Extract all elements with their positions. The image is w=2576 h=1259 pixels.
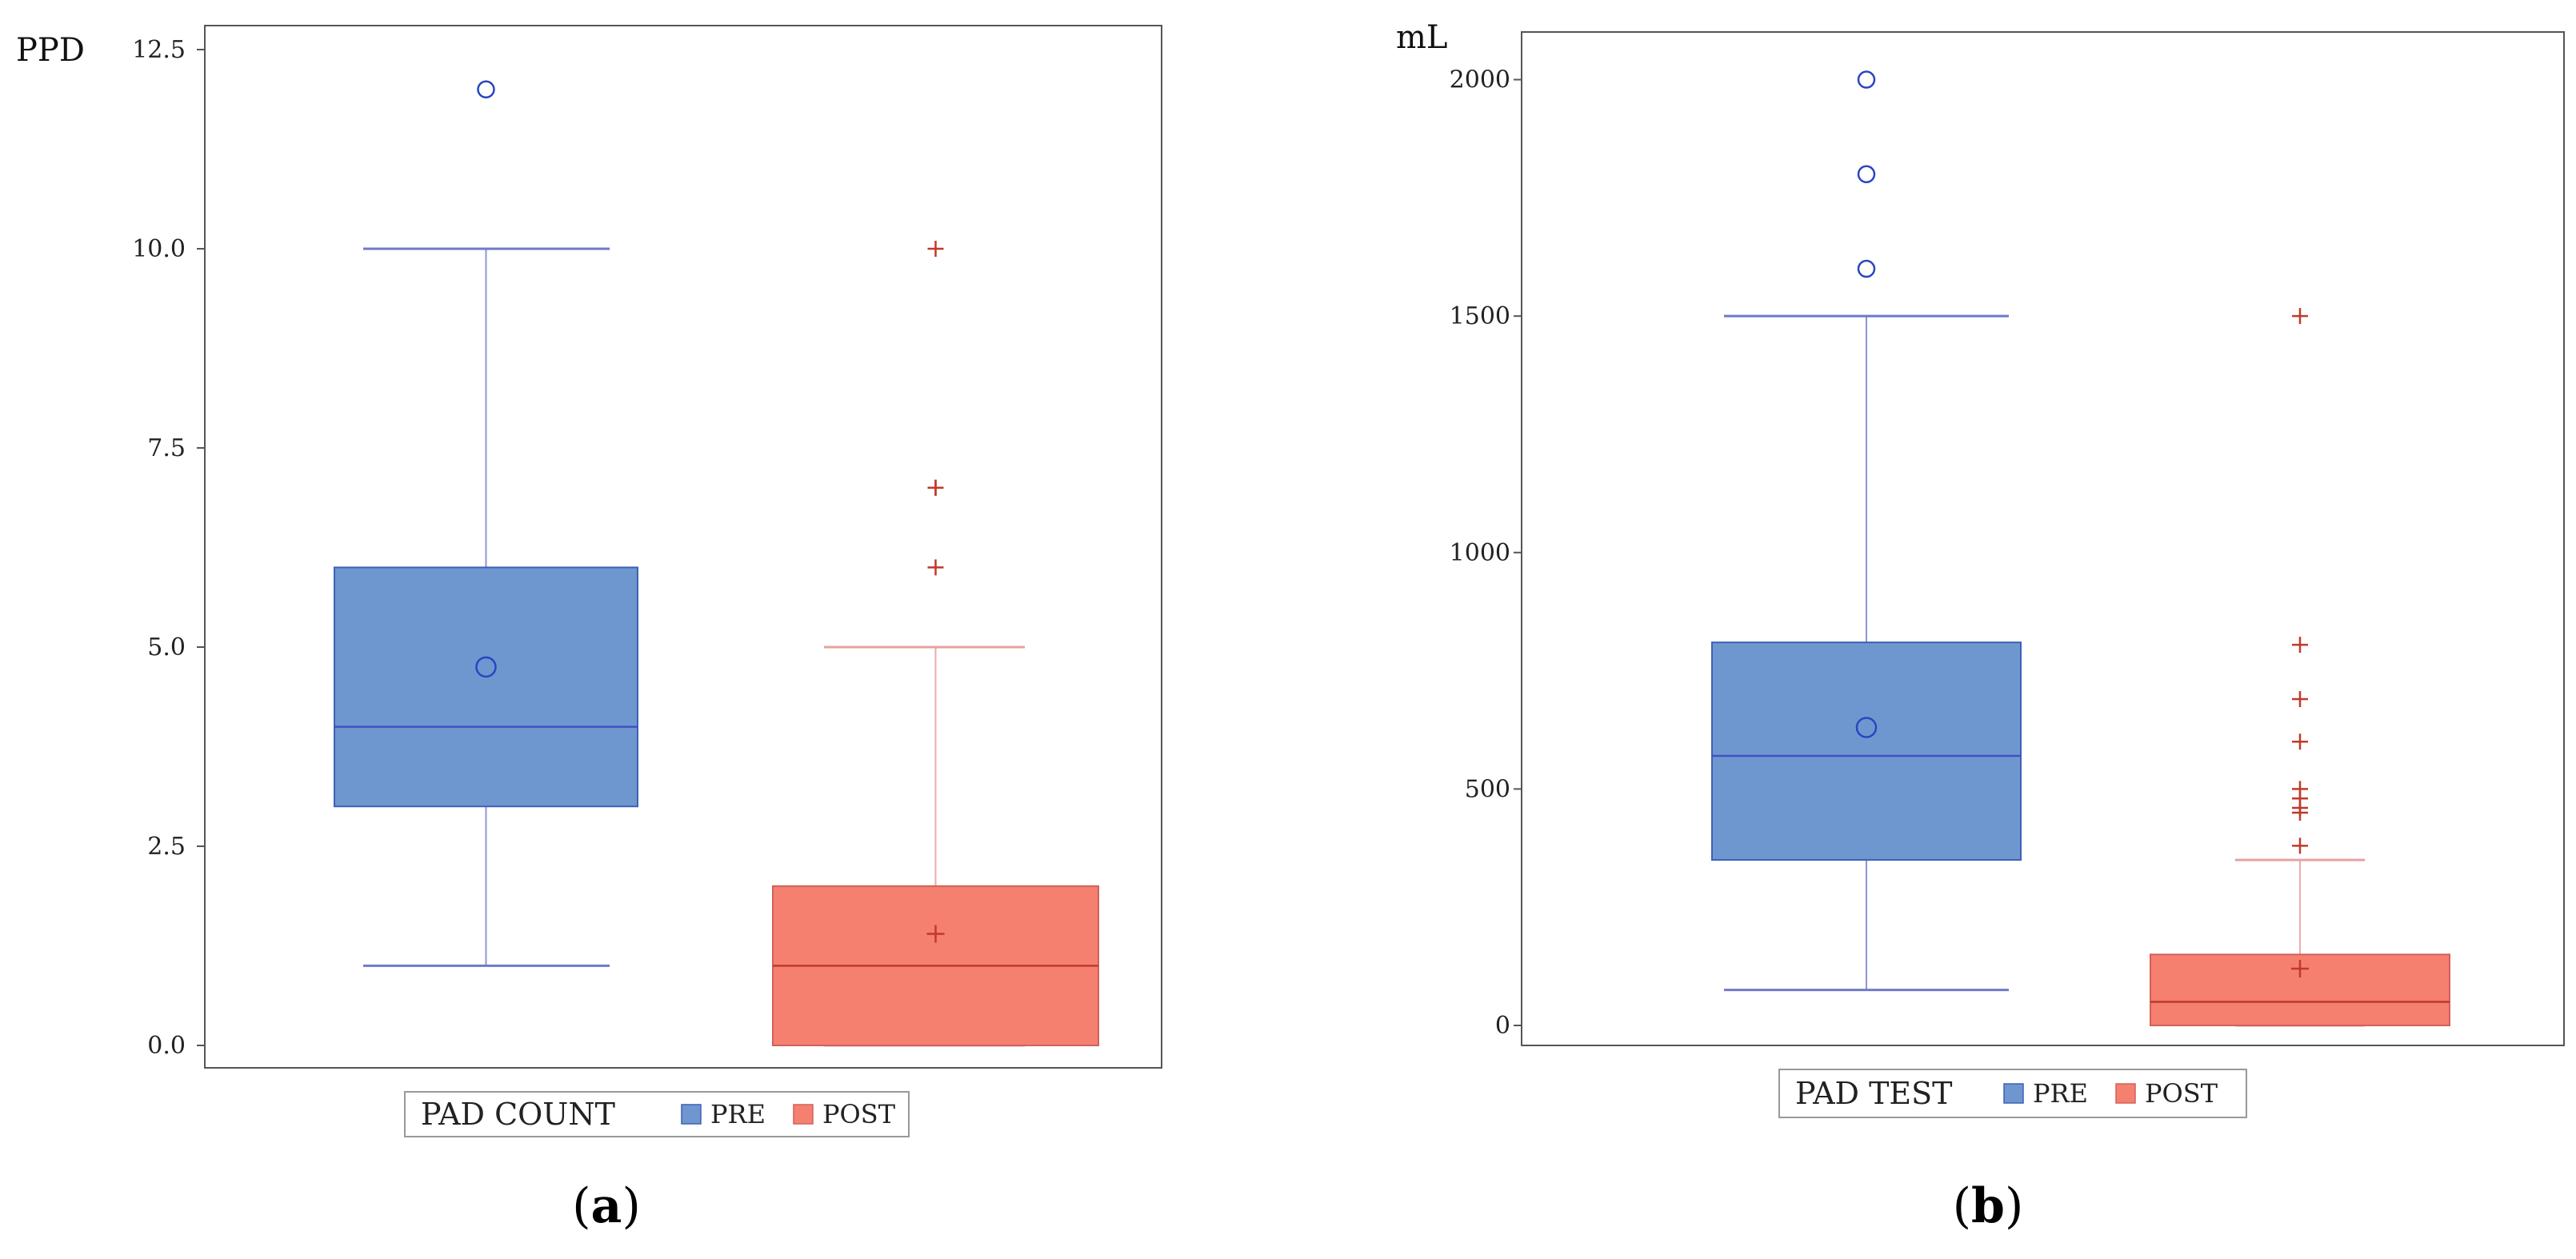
y-tick-label: 1500 — [1450, 302, 1510, 330]
y-tick-label: 7.5 — [147, 434, 186, 462]
legend-swatch-pre — [2003, 1083, 2024, 1104]
y-tick-label: 10.0 — [132, 235, 186, 263]
plot-frame — [1521, 31, 2565, 1046]
panel-label: (a) — [572, 1178, 641, 1234]
y-tick-label: 2000 — [1450, 66, 1510, 94]
panel-label: (b) — [1953, 1178, 2024, 1234]
legend-title: PAD TEST — [1795, 1076, 1953, 1111]
outlier-point — [2292, 637, 2308, 653]
box-post — [2150, 308, 2450, 1027]
box-pre — [1711, 70, 2022, 992]
outlier-point — [2292, 733, 2308, 750]
y-tick-label: 1000 — [1450, 539, 1510, 567]
box-iqr — [1711, 641, 2022, 861]
outlier-point — [2292, 837, 2308, 854]
mean-marker — [475, 656, 497, 678]
y-axis-label: PPD — [16, 32, 85, 69]
legend: PAD TEST PRE POST — [1778, 1069, 2247, 1118]
legend-frame — [404, 1091, 910, 1137]
box-post — [772, 241, 1099, 1047]
legend: PAD COUNT PRE POST — [404, 1091, 910, 1137]
y-tick-label: 500 — [1465, 775, 1510, 803]
legend-swatch-post — [793, 1104, 814, 1125]
y-tick-label: 2.5 — [147, 833, 186, 861]
legend-entry-pre: PRE — [710, 1099, 766, 1129]
y-tick-label: 12.5 — [132, 36, 186, 64]
plot-frame — [204, 25, 1162, 1069]
box-iqr — [334, 566, 638, 808]
mean-marker — [1855, 717, 1878, 738]
y-axis-label: mL — [1396, 19, 1448, 56]
legend-entry-post: POST — [2145, 1078, 2218, 1109]
box-pre — [334, 80, 638, 967]
y-tick-label: 0.0 — [147, 1032, 186, 1060]
outlier-point — [927, 479, 944, 496]
outlier-point — [2292, 308, 2308, 325]
y-tick-label: 5.0 — [147, 633, 186, 661]
outlier-point — [927, 241, 944, 257]
legend-entry-pre: PRE — [2033, 1078, 2088, 1109]
y-tick-label: 0 — [1495, 1012, 1510, 1040]
outlier-point — [1857, 259, 1876, 278]
outlier-point — [927, 559, 944, 576]
legend-entry-post: POST — [822, 1099, 896, 1129]
outlier-point — [477, 80, 495, 99]
legend-swatch-post — [2115, 1083, 2136, 1104]
legend-swatch-pre — [681, 1104, 702, 1125]
chart-panel-a: 0.0 2.5 5.0 7.5 10.0 12.5 PPD PAD COUNT PRE POST (… — [16, 25, 1162, 1234]
outlier-point — [1857, 165, 1876, 184]
outlier-point — [2292, 691, 2308, 708]
outlier-point — [2292, 781, 2308, 797]
outlier-point — [1857, 70, 1876, 89]
mean-marker — [926, 925, 945, 943]
mean-marker — [2291, 960, 2309, 978]
legend-title: PAD COUNT — [421, 1097, 615, 1132]
